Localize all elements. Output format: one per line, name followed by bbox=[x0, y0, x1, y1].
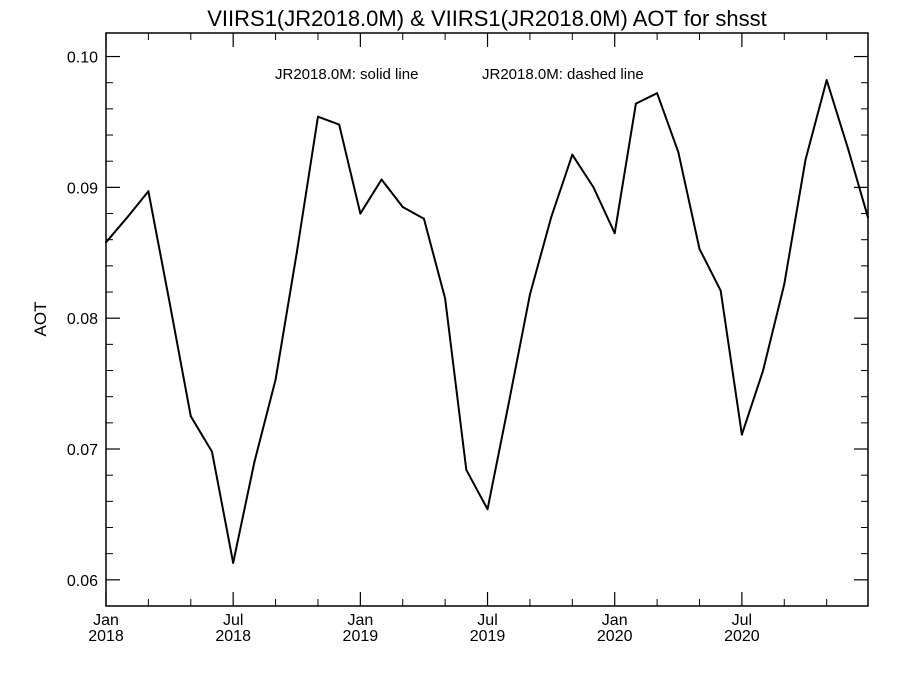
x-tick-label-month: Jul bbox=[732, 612, 752, 629]
x-tick-label-year: 2018 bbox=[88, 628, 124, 645]
series-line-segment bbox=[422, 217, 447, 300]
legend-entry-solid: JR2018.0M: solid line bbox=[275, 66, 418, 83]
series-line-segment bbox=[295, 115, 319, 254]
x-tick-label-month: Jan bbox=[93, 612, 119, 629]
series-line-segment bbox=[677, 151, 701, 250]
series-line-segment bbox=[486, 402, 510, 511]
y-axis-label: AOT bbox=[31, 302, 50, 337]
series-line-segment bbox=[401, 205, 425, 220]
y-tick-label: 0.07 bbox=[67, 442, 98, 459]
series-line-segment bbox=[528, 216, 553, 296]
x-axis: Jan2018Jul2018Jan2019Jul2019Jan2020Jul20… bbox=[88, 33, 828, 645]
series-line-segment bbox=[698, 247, 722, 292]
x-tick-label-year: 2018 bbox=[215, 628, 251, 645]
series-line-segment bbox=[232, 461, 256, 564]
series-line-segment bbox=[804, 79, 828, 161]
series-line-segment bbox=[846, 147, 869, 219]
y-tick-label: 0.06 bbox=[67, 573, 98, 590]
series-line-segment bbox=[274, 251, 298, 381]
series-line-segment bbox=[168, 301, 192, 418]
series-line-segment bbox=[359, 178, 383, 215]
series-line-segment bbox=[189, 415, 213, 453]
x-tick-label-year: 2020 bbox=[597, 628, 633, 645]
series-line-segment bbox=[147, 190, 171, 304]
series-line-segment bbox=[783, 158, 807, 286]
series-line-segment bbox=[613, 102, 637, 235]
series-line-segment bbox=[634, 92, 659, 105]
y-tick-label: 0.08 bbox=[67, 311, 98, 328]
chart-title: VIIRS1(JR2018.0M) & VIIRS1(JR2018.0M) AO… bbox=[207, 6, 767, 31]
x-tick-label-month: Jan bbox=[347, 612, 373, 629]
series-line-segment bbox=[740, 369, 765, 436]
x-tick-label-year: 2020 bbox=[724, 628, 760, 645]
series-line-segment bbox=[444, 297, 468, 471]
y-axis: 0.06 0.07 0.08 0.09 0.10 bbox=[67, 50, 868, 607]
series-layer bbox=[105, 79, 869, 564]
x-tick-label-month: Jul bbox=[223, 612, 243, 629]
series-line-segment bbox=[825, 79, 849, 150]
series-line-segment bbox=[656, 92, 680, 154]
series-line-segment bbox=[507, 293, 531, 405]
series-line-segment bbox=[380, 178, 404, 208]
x-tick-label-month: Jan bbox=[602, 612, 628, 629]
x-tick-label-year: 2019 bbox=[470, 628, 506, 645]
x-tick-label-month: Jul bbox=[477, 612, 497, 629]
series-line-segment bbox=[550, 153, 574, 219]
plot-frame bbox=[105, 32, 869, 607]
series-line-segment bbox=[571, 153, 595, 189]
series-line-segment bbox=[338, 123, 362, 215]
series-line-segment bbox=[465, 468, 489, 511]
series-line-segment bbox=[762, 283, 786, 372]
series-line-segment bbox=[253, 378, 277, 464]
series-line-segment bbox=[210, 450, 235, 564]
series-JR2018.0M bbox=[105, 79, 869, 564]
y-tick-label: 0.09 bbox=[67, 180, 98, 197]
x-tick-label-year: 2019 bbox=[343, 628, 379, 645]
y-tick-label: 0.10 bbox=[67, 50, 98, 67]
series-line-segment bbox=[126, 190, 150, 219]
series-line-segment bbox=[719, 289, 743, 436]
series-line-segment bbox=[316, 115, 341, 126]
series-line-segment bbox=[105, 216, 129, 244]
legend-entry-dashed: JR2018.0M: dashed line bbox=[482, 66, 644, 83]
series-line-segment bbox=[592, 186, 616, 235]
